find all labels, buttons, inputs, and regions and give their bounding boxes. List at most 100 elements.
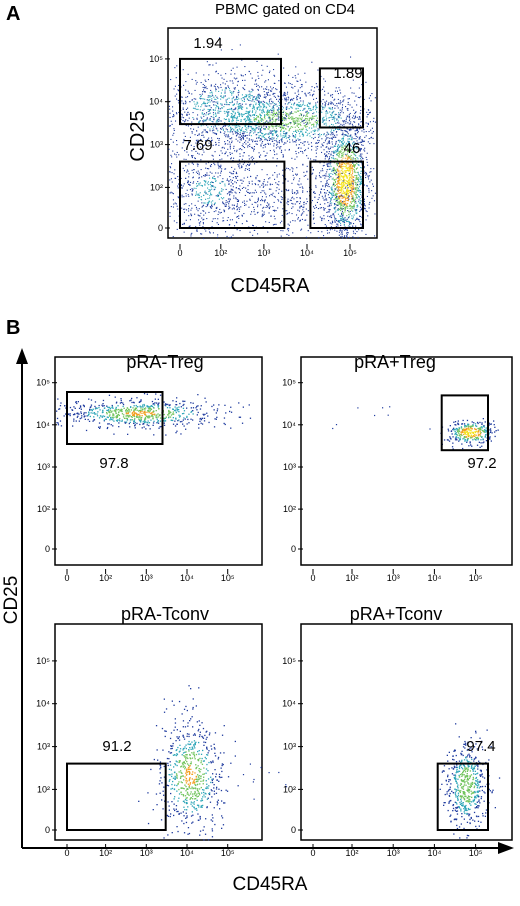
event-dot [238,111,240,113]
event-dot [223,422,225,425]
event-dot [221,103,223,105]
event-dot [276,118,278,120]
event-dot [331,151,333,153]
event-dot [287,168,289,170]
event-dot [195,226,197,228]
event-dot [202,210,204,212]
event-dot [226,109,228,111]
event-dot [230,113,232,115]
event-dot [340,233,342,235]
event-dot [207,203,209,205]
event-dot [320,191,322,193]
event-dot [181,413,184,415]
event-dot [310,131,312,133]
event-dot [334,134,336,136]
event-dot [342,237,344,239]
event-dot [199,182,201,184]
event-dot [330,146,332,148]
event-dot [264,133,266,135]
event-dot [243,113,245,115]
event-dot [220,193,222,195]
event-dot [366,173,368,175]
event-dot [188,163,190,165]
event-dot [240,139,242,141]
event-dot [231,101,233,103]
event-dot [260,144,262,146]
event-dot [215,90,217,92]
event-dot [338,178,340,180]
event-dot [288,130,290,132]
event-dot [331,189,333,191]
event-dot [360,155,362,157]
event-dot [346,221,348,223]
event-dot [177,185,179,187]
event-dot [200,106,202,108]
event-dot [228,114,230,116]
gate-percentage: 1.89 [333,65,362,82]
event-dot [353,200,355,202]
event-dot [341,155,343,157]
event-dot [278,108,280,110]
event-dot [316,121,318,123]
event-dot [181,186,183,188]
event-dot [214,203,216,205]
event-dot [169,116,171,118]
event-dot [253,117,255,119]
event-dot [181,113,183,115]
event-dot [272,140,274,142]
event-dot [194,204,196,206]
event-dot [338,221,340,223]
event-dot [192,155,194,157]
event-dot [341,233,343,235]
event-dot [356,148,358,150]
event-dot [330,132,332,134]
event-dot [335,196,337,198]
event-dot [234,113,236,115]
event-dot [134,427,136,429]
event-dot [346,220,348,222]
event-dot [355,177,357,179]
gate-rectangle [318,67,364,129]
event-dot [325,119,327,121]
event-dot [218,112,220,114]
event-dot [198,133,200,135]
event-dot [85,412,87,414]
event-dot [218,404,220,406]
event-dot [325,113,327,115]
event-dot [206,105,208,107]
event-dot [354,181,356,183]
event-dot [341,152,343,154]
event-dot [347,115,349,117]
event-dot [204,105,206,107]
event-dot [225,73,227,75]
event-dot [352,176,354,178]
event-dot [278,96,280,98]
event-dot [183,183,185,185]
event-dot [338,208,340,210]
event-dot [202,120,204,122]
event-dot [347,168,349,170]
event-dot [244,79,246,81]
event-dot [272,93,274,95]
event-dot [253,105,255,107]
event-dot [275,120,277,122]
event-dot [328,232,330,234]
event-dot [227,136,229,138]
event-dot [196,130,198,132]
event-dot [173,132,175,134]
event-dot [206,202,208,204]
event-dot [228,181,230,183]
event-dot [239,141,241,143]
event-dot [336,151,338,153]
event-dot [291,106,293,108]
event-dot [280,130,282,132]
event-dot [203,151,205,153]
event-dot [257,84,259,86]
event-dot [217,73,219,75]
event-dot [323,134,325,136]
event-dot [226,115,228,117]
event-dot [213,85,215,87]
event-dot [341,205,343,207]
event-dot [266,184,268,186]
event-dot [312,116,314,118]
